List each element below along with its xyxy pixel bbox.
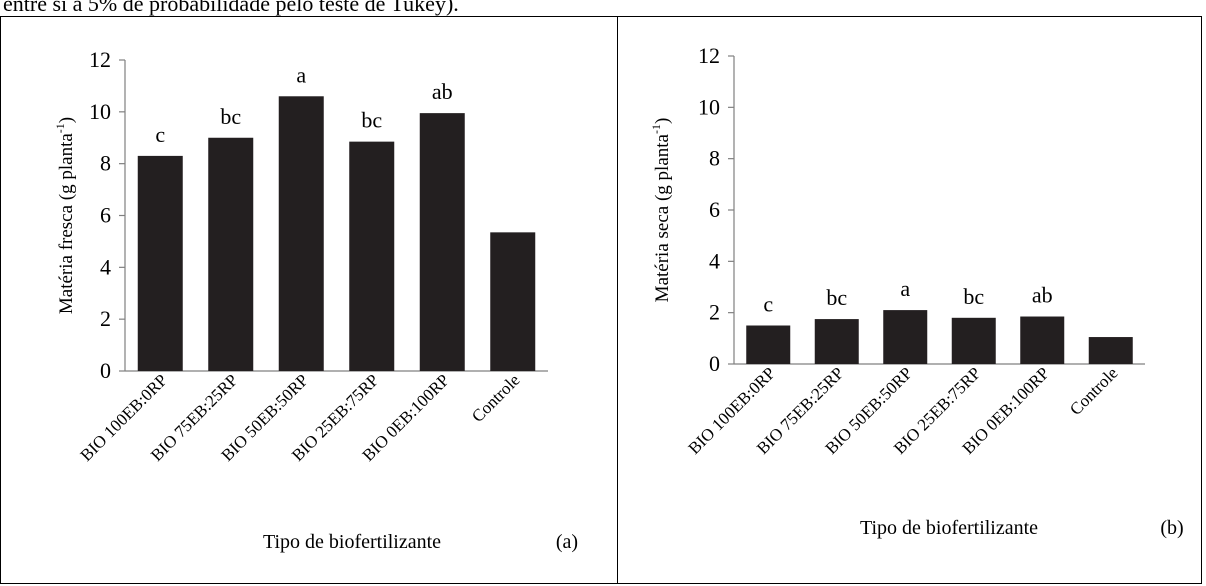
significance-letter: bc	[963, 284, 984, 309]
bar	[137, 155, 183, 371]
y-tick-label: 8	[709, 146, 720, 171]
significance-letter: c	[155, 122, 165, 147]
y-tick-label: 6	[100, 203, 111, 228]
significance-letter: bc	[220, 104, 241, 129]
y-axis-title-sup: -1	[649, 124, 663, 134]
y-axis-title: Matéria fresca (g planta-1)	[53, 117, 77, 314]
x-tick-label: Controle	[468, 370, 524, 426]
y-tick-label: 2	[709, 300, 720, 325]
bar	[746, 325, 791, 364]
y-axis-title-end: )	[56, 117, 77, 123]
x-tick-label: Controle	[1066, 363, 1122, 419]
significance-letter: a	[900, 276, 910, 301]
figure-frame	[0, 16, 1202, 584]
bar	[951, 317, 996, 364]
significance-letter: bc	[361, 108, 382, 133]
bar	[814, 319, 859, 364]
y-tick-label: 12	[698, 43, 720, 68]
panel-label: (a)	[556, 531, 578, 553]
y-tick-label: 10	[89, 99, 111, 124]
y-tick-label: 0	[709, 351, 720, 376]
panel-label: (b)	[1160, 517, 1183, 539]
y-tick-label: 10	[698, 94, 720, 119]
bar	[1088, 337, 1133, 364]
bar	[278, 96, 324, 372]
y-axis-title-text: Matéria seca (g planta	[652, 133, 673, 302]
significance-letter: bc	[826, 285, 847, 310]
y-axis-title: Matéria seca (g planta-1)	[649, 118, 673, 303]
significance-letter: ab	[432, 79, 453, 104]
significance-letter: a	[296, 62, 306, 87]
bar	[1020, 316, 1065, 364]
y-tick-label: 12	[89, 47, 111, 72]
figure-caption: entre si a 5% de probabilidade pelo test…	[3, 0, 459, 16]
bar	[883, 310, 928, 364]
y-tick-label: 4	[100, 254, 111, 279]
panel-divider	[617, 16, 618, 584]
y-tick-label: 8	[100, 151, 111, 176]
bar	[490, 232, 536, 371]
x-axis-title: Tipo de biofertilizante	[263, 531, 441, 553]
significance-letter: c	[763, 292, 773, 317]
significance-letter: ab	[1032, 283, 1053, 308]
x-axis-title: Tipo de biofertilizante	[860, 517, 1038, 539]
bar	[208, 137, 254, 371]
y-axis-title-sup: -1	[53, 123, 67, 133]
y-axis-title-end: )	[652, 118, 673, 124]
y-tick-label: 0	[100, 358, 111, 383]
y-tick-label: 2	[100, 306, 111, 331]
y-tick-label: 4	[709, 248, 720, 273]
y-axis-title-text: Matéria fresca (g planta	[56, 133, 77, 314]
bar	[419, 113, 465, 372]
bar	[349, 141, 395, 371]
y-tick-label: 6	[709, 197, 720, 222]
